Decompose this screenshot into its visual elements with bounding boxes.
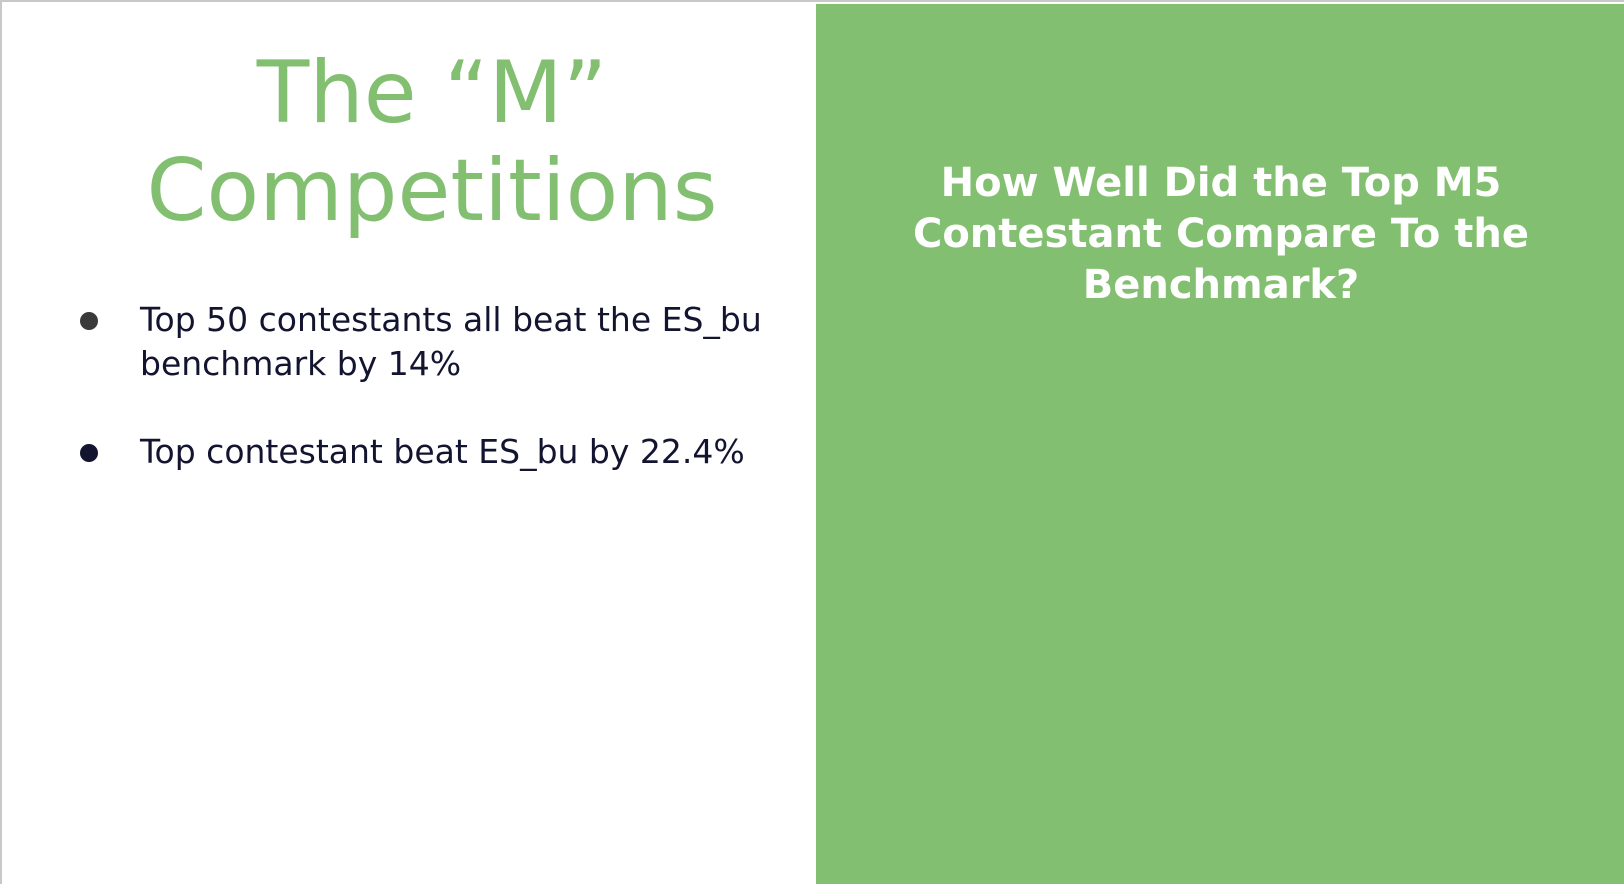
right-panel: How Well Did the Top M5 Contestant Compa… [816, 4, 1624, 884]
slide-title-line-1: The “M” [256, 43, 608, 143]
question-line-1: How Well Did the Top M5 [940, 160, 1502, 206]
left-panel: The “M” Competitions Top 50 contestants … [2, 2, 816, 884]
bullet-item: Top 50 contestants all beat the ES_bu be… [80, 298, 800, 386]
question-line-3: Benchmark? [1082, 262, 1360, 308]
bullet-text: Top contestant beat ES_bu by 22.4% [140, 432, 745, 471]
question-line-2: Contestant Compare To the [912, 211, 1530, 257]
bullet-dot-icon [80, 444, 98, 462]
bullet-text: Top 50 contestants all beat the ES_bu be… [140, 300, 762, 383]
slide-title-line-2: Competitions [146, 141, 718, 241]
question-heading: How Well Did the Top M5 Contestant Compa… [876, 158, 1566, 311]
bullet-list: Top 50 contestants all beat the ES_bu be… [80, 298, 800, 518]
bullet-item: Top contestant beat ES_bu by 22.4% [80, 430, 800, 474]
slide-title: The “M” Competitions [32, 44, 832, 240]
bullet-dot-icon [80, 312, 98, 330]
